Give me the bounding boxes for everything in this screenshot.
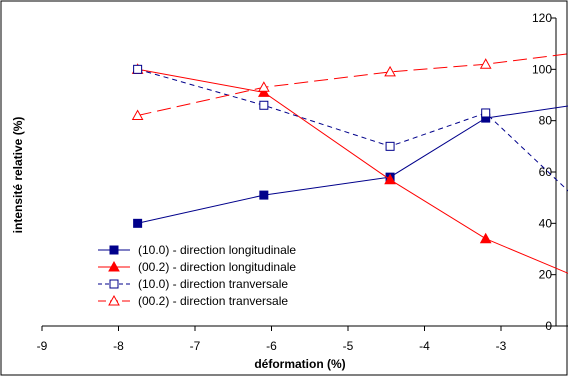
legend-item: (00.2) - direction tranversale — [98, 294, 288, 308]
x-tick-label: -9 — [37, 339, 48, 353]
legend-item: (10.0) - direction tranversale — [98, 277, 288, 291]
data-point — [133, 64, 143, 74]
data-point — [133, 218, 143, 228]
data-point — [384, 65, 396, 77]
y-axis-title: intensité relative (%) — [11, 117, 25, 234]
legend-label: (00.2) - direction longitudinale — [138, 260, 296, 274]
series-layer — [131, 53, 568, 274]
series-3 — [133, 64, 568, 192]
x-tick-label: -3 — [496, 339, 507, 353]
y-tick-label: 0 — [545, 319, 552, 333]
legend-label: (00.2) - direction tranversale — [138, 294, 288, 308]
x-tick-label: -7 — [190, 339, 201, 353]
legend-item: (00.2) - direction longitudinale — [98, 260, 296, 274]
legend-marker — [109, 279, 119, 289]
y-tick-label: 80 — [539, 114, 553, 128]
legend: (10.0) - direction longitudinale (00.2) -… — [98, 243, 296, 308]
legend-marker — [108, 260, 120, 272]
data-point — [258, 86, 270, 97]
data-point — [259, 190, 269, 200]
y-tick-label: 120 — [532, 11, 552, 25]
x-axis-title: déformation (%) — [254, 357, 345, 371]
x-tick-label: -6 — [266, 339, 277, 353]
x-tick-label: -8 — [113, 339, 124, 353]
legend-label: (10.0) - direction tranversale — [138, 277, 288, 291]
data-point — [259, 100, 269, 110]
legend-marker — [108, 294, 120, 306]
data-point — [385, 141, 395, 151]
data-point — [481, 108, 491, 118]
data-point — [384, 173, 396, 185]
data-point — [479, 58, 492, 69]
legend-label: (10.0) - direction longitudinale — [138, 243, 296, 257]
axes: -9-8-7-6-5-4-3-2-1020406080100120 — [37, 11, 568, 353]
data-point — [131, 109, 144, 121]
series-4 — [131, 53, 568, 121]
y-tick-label: 100 — [532, 62, 552, 76]
legend-item: (10.0) - direction longitudinale — [98, 243, 296, 257]
data-point — [479, 232, 492, 244]
y-tick-label: 40 — [539, 216, 553, 230]
x-tick-label: -4 — [419, 339, 430, 353]
y-tick-label: 20 — [539, 268, 553, 282]
data-point — [258, 81, 270, 92]
legend-marker — [109, 245, 119, 255]
y-tick-label: 60 — [539, 165, 553, 179]
x-tick-label: -5 — [343, 339, 354, 353]
